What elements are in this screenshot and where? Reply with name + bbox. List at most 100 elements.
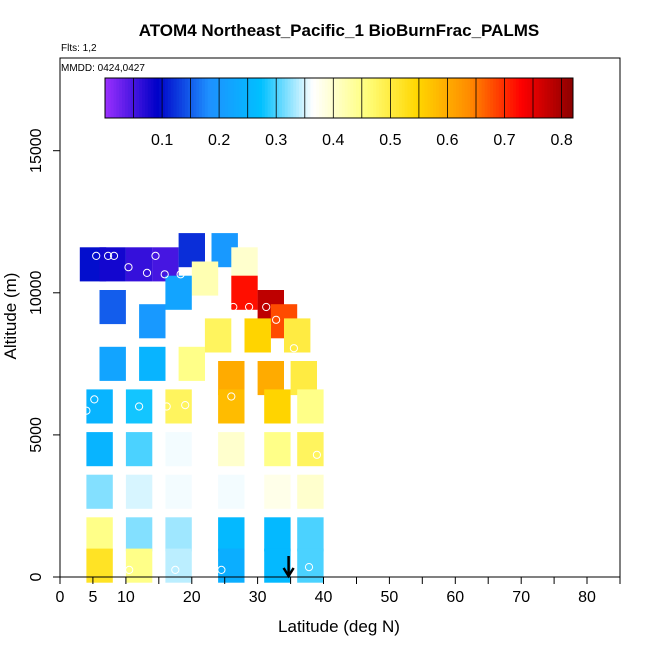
colorbar-segment	[276, 78, 280, 118]
heatmap-cell	[297, 432, 324, 467]
colorbar-segment	[490, 78, 494, 118]
heatmap-cell	[86, 389, 113, 424]
colorbar-segment	[190, 78, 194, 118]
heatmap-cell	[204, 318, 232, 353]
colorbar-segment	[173, 78, 177, 118]
dates-label: MMDD: 0424,0427	[61, 63, 145, 74]
colorbar-segment	[222, 78, 226, 118]
colorbar-segment	[421, 78, 426, 118]
colorbar-segment	[473, 78, 477, 118]
colorbar: 0.1 0.2 0.3 0.4 0.5 0.6 0.7 0.8	[104, 77, 574, 149]
colorbar-segment	[170, 78, 174, 118]
colorbar-tick-label: 0.7	[493, 132, 515, 149]
colorbar-segment	[227, 78, 231, 118]
heatmap-cell	[218, 432, 245, 467]
colorbar-segment	[410, 78, 414, 118]
colorbar-segment	[356, 78, 360, 118]
colorbar-segment	[273, 78, 277, 118]
colorbar-segment	[521, 78, 525, 118]
sample-point	[92, 251, 101, 260]
colorbar-segment	[279, 78, 283, 118]
colorbar-segment	[124, 78, 129, 118]
heatmap-cell	[165, 275, 192, 310]
colorbar-segment	[370, 78, 374, 118]
colorbar-segment	[216, 78, 220, 118]
sample-point	[312, 450, 321, 459]
colorbar-segment	[239, 78, 243, 118]
colorbar-segment	[184, 78, 189, 118]
colorbar-segment	[116, 78, 120, 118]
colorbar-segment	[210, 78, 214, 118]
colorbar-segment	[213, 78, 217, 118]
x-tick-label: 10	[117, 589, 135, 606]
sample-point	[162, 402, 171, 411]
colorbar-segment	[153, 78, 157, 118]
colorbar-segment	[510, 78, 514, 118]
colorbar-segment	[464, 78, 468, 118]
sample-point	[125, 565, 134, 575]
colorbar-segment	[555, 78, 560, 118]
sample-point	[229, 302, 238, 312]
colorbar-segment	[398, 78, 403, 118]
colorbar-segment	[281, 78, 286, 118]
colorbar-segment	[450, 78, 454, 118]
colorbar-segment	[533, 78, 537, 118]
colorbar-segment	[259, 78, 263, 118]
heatmap-cell	[99, 346, 126, 381]
sample-point	[142, 268, 152, 277]
colorbar-segment	[264, 78, 269, 118]
heatmap-cell	[165, 389, 192, 424]
colorbar-segment	[493, 78, 497, 118]
colorbar-segment	[461, 78, 465, 118]
colorbar-segment	[333, 78, 337, 118]
colorbar-segment	[299, 78, 303, 118]
colorbar-segment	[310, 78, 314, 118]
colorbar-segment	[373, 78, 377, 118]
colorbar-segment	[518, 78, 523, 118]
colorbar-segment	[107, 78, 112, 118]
colorbar-segment	[390, 78, 394, 118]
colorbar-tick-label: 0.2	[208, 132, 230, 149]
sample-point	[124, 263, 133, 272]
colorbar-segment	[156, 78, 160, 118]
heatmap-cell	[165, 517, 192, 552]
colorbar-segment	[176, 78, 180, 118]
colorbar-segment	[207, 78, 211, 118]
x-axis-label: Latitude (deg N)	[278, 617, 400, 636]
heatmap-cell	[297, 548, 324, 583]
colorbar-segment	[290, 78, 294, 118]
heatmap-cell	[264, 548, 291, 583]
sample-point	[181, 401, 190, 410]
colorbar-segment	[122, 78, 126, 118]
sample-point	[217, 565, 226, 575]
colorbar-segment	[515, 78, 520, 118]
heatmap	[79, 233, 324, 583]
colorbar-segment	[307, 78, 311, 118]
colorbar-segment	[470, 78, 474, 118]
colorbar-segment	[284, 78, 289, 118]
colorbar-segment	[339, 78, 343, 118]
heatmap-cell	[264, 517, 291, 552]
colorbar-segment	[110, 78, 114, 118]
colorbar-segment	[293, 78, 297, 118]
flights-label: Flts: 1,2	[61, 43, 97, 54]
colorbar-segment	[196, 78, 200, 118]
colorbar-segment	[513, 78, 517, 118]
heatmap-cell	[125, 548, 153, 583]
colorbar-segment	[381, 78, 386, 118]
colorbar-segment	[530, 78, 534, 118]
colorbar-segment	[204, 78, 209, 118]
colorbar-tick-label: 0.5	[379, 132, 401, 149]
colorbar-segment	[413, 78, 417, 118]
colorbar-segment	[270, 78, 274, 118]
chart-title: ATOM4 Northeast_Pacific_1 BioBurnFrac_PA…	[139, 21, 540, 40]
colorbar-segment	[436, 78, 440, 118]
colorbar-segment	[475, 78, 480, 118]
colorbar-segment	[447, 78, 451, 118]
sample-point	[176, 270, 185, 279]
colorbar-segment	[199, 78, 203, 118]
colorbar-segment	[561, 78, 565, 118]
colorbar-segment	[393, 78, 397, 118]
colorbar-segment	[438, 78, 443, 118]
